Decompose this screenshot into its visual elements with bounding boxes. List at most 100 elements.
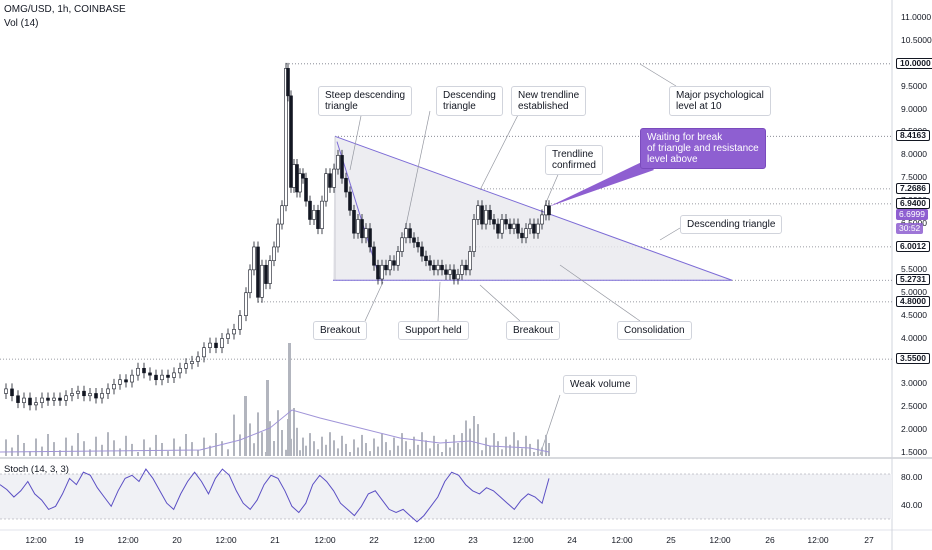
candle[interactable] [444, 264, 448, 280]
annotation-new-trendline[interactable]: New trendline established [511, 86, 587, 116]
candle[interactable] [304, 172, 308, 207]
candle[interactable] [166, 369, 170, 383]
candle[interactable] [424, 250, 428, 267]
candle[interactable] [286, 62, 290, 102]
candle[interactable] [356, 213, 360, 239]
candle[interactable] [476, 200, 480, 225]
candle[interactable] [118, 374, 122, 390]
candle[interactable] [82, 385, 86, 402]
candle[interactable] [10, 383, 14, 402]
candle[interactable] [420, 241, 424, 262]
candle[interactable] [524, 223, 528, 244]
candle[interactable] [547, 200, 551, 221]
candle[interactable] [184, 358, 188, 374]
candle[interactable] [408, 223, 412, 244]
candle[interactable] [196, 351, 200, 367]
candle[interactable] [372, 241, 376, 271]
candle[interactable] [52, 392, 56, 406]
candle[interactable] [292, 159, 296, 193]
candle[interactable] [460, 259, 464, 280]
candle[interactable] [136, 362, 140, 381]
candle[interactable] [88, 387, 92, 402]
candle[interactable] [512, 218, 516, 235]
candle[interactable] [308, 195, 312, 225]
candle[interactable] [332, 163, 336, 193]
candle[interactable] [272, 241, 276, 267]
candle[interactable] [376, 259, 380, 285]
annotation-trendline-confirmed[interactable]: Trendline confirmed [545, 145, 603, 175]
candle[interactable] [504, 213, 508, 230]
candle[interactable] [160, 369, 164, 386]
candle[interactable] [16, 390, 20, 409]
candle[interactable] [260, 259, 264, 303]
candle[interactable] [396, 246, 400, 271]
annotation-support-held[interactable]: Support held [398, 321, 469, 340]
annotation-waiting-for-break[interactable]: Waiting for break of triangle and resist… [640, 128, 766, 169]
candle[interactable] [316, 204, 320, 235]
candle[interactable] [268, 255, 272, 290]
annotation-consolidation[interactable]: Consolidation [617, 321, 692, 340]
candle[interactable] [520, 227, 524, 244]
candle[interactable] [348, 186, 352, 216]
candle[interactable] [76, 385, 80, 399]
candle[interactable] [148, 367, 152, 381]
candle[interactable] [380, 259, 384, 285]
annotation-steep-descending-triangle[interactable]: Steep descending triangle [318, 86, 413, 116]
candle[interactable] [214, 337, 218, 354]
candle[interactable] [4, 383, 8, 399]
candle[interactable] [70, 387, 74, 402]
candle[interactable] [301, 168, 305, 184]
candle[interactable] [244, 287, 248, 322]
candle[interactable] [226, 328, 230, 345]
candle[interactable] [22, 392, 26, 409]
candle[interactable] [46, 392, 50, 406]
candle[interactable] [106, 383, 110, 399]
annotation-psychological-level[interactable]: Major psychological level at 10 [669, 86, 771, 116]
candle[interactable] [432, 259, 436, 276]
candle[interactable] [100, 387, 104, 404]
candle[interactable] [536, 218, 540, 239]
candle[interactable] [264, 259, 268, 290]
candle[interactable] [40, 392, 44, 409]
candle[interactable] [276, 218, 280, 253]
candle[interactable] [340, 149, 344, 184]
candle[interactable] [238, 310, 242, 335]
candle[interactable] [364, 223, 368, 244]
candle[interactable] [436, 259, 440, 276]
candle[interactable] [324, 168, 328, 207]
candle[interactable] [28, 392, 32, 411]
candle[interactable] [428, 255, 432, 271]
candle[interactable] [320, 195, 324, 235]
candle[interactable] [154, 369, 158, 386]
candle[interactable] [516, 218, 520, 239]
annotation-weak-volume[interactable]: Weak volume [563, 375, 638, 394]
annotation-descending-triangle-1[interactable]: Descending triangle [436, 86, 503, 116]
candle[interactable] [496, 218, 500, 239]
candle[interactable] [289, 90, 293, 193]
candle[interactable] [220, 333, 224, 354]
candle[interactable] [298, 168, 302, 198]
candle[interactable] [360, 213, 364, 244]
candle[interactable] [112, 378, 116, 395]
candle[interactable] [384, 259, 388, 276]
candle[interactable] [472, 213, 476, 258]
candle[interactable] [508, 218, 512, 235]
candle[interactable] [344, 172, 348, 198]
candle[interactable] [312, 204, 316, 225]
candle[interactable] [500, 213, 504, 239]
candle[interactable] [480, 200, 484, 230]
candle[interactable] [64, 390, 68, 406]
candle[interactable] [468, 246, 472, 276]
candle[interactable] [456, 268, 460, 285]
candle[interactable] [94, 387, 98, 404]
candle[interactable] [336, 149, 340, 175]
candle[interactable] [484, 204, 488, 230]
candle[interactable] [190, 355, 194, 370]
candle[interactable] [124, 374, 128, 388]
candle[interactable] [328, 168, 332, 193]
candle[interactable] [172, 367, 176, 383]
triangle-upper-trendline[interactable] [334, 135, 733, 281]
candle[interactable] [252, 241, 256, 276]
candle[interactable] [392, 255, 396, 271]
